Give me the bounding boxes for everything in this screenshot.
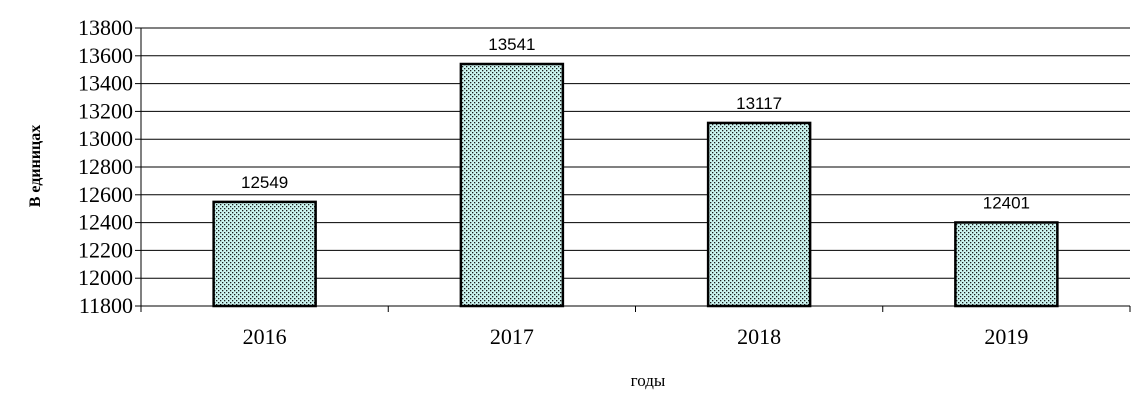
data-label-2016: 12549 [241,173,288,192]
x-axis-ticks: 2016 2017 2018 2019 [140,306,1131,349]
data-label-2018: 13117 [736,94,782,113]
y-tick-label: 13000 [78,126,133,151]
x-axis-title: годы [631,371,666,390]
y-tick-label: 12000 [78,265,133,290]
y-tick-label: 12800 [78,154,133,179]
y-tick-label: 11800 [79,293,133,318]
y-tick-label: 13200 [78,98,133,123]
bars [212,62,1059,308]
y-tick-label: 12400 [78,210,133,235]
data-label-2017: 13541 [488,35,535,54]
bar-2019 [954,221,1059,308]
x-tick-label-2018: 2018 [737,324,781,349]
y-tick-label: 12200 [78,237,133,262]
x-tick-label-2016: 2016 [243,324,287,349]
y-tick-label: 13400 [78,71,133,96]
x-tick-label-2017: 2017 [490,324,534,349]
y-axis-title: В единицах [27,125,44,208]
data-label-2019: 12401 [983,193,1030,212]
bar-2017 [459,62,565,308]
y-tick-label: 13800 [78,15,133,40]
bar-2016 [212,200,317,308]
bar-2018 [706,121,812,308]
y-tick-label: 12600 [78,182,133,207]
x-tick-label-2019: 2019 [984,324,1028,349]
y-tick-label: 13600 [78,43,133,68]
data-labels: 12549 13541 13117 12401 [241,35,1030,212]
